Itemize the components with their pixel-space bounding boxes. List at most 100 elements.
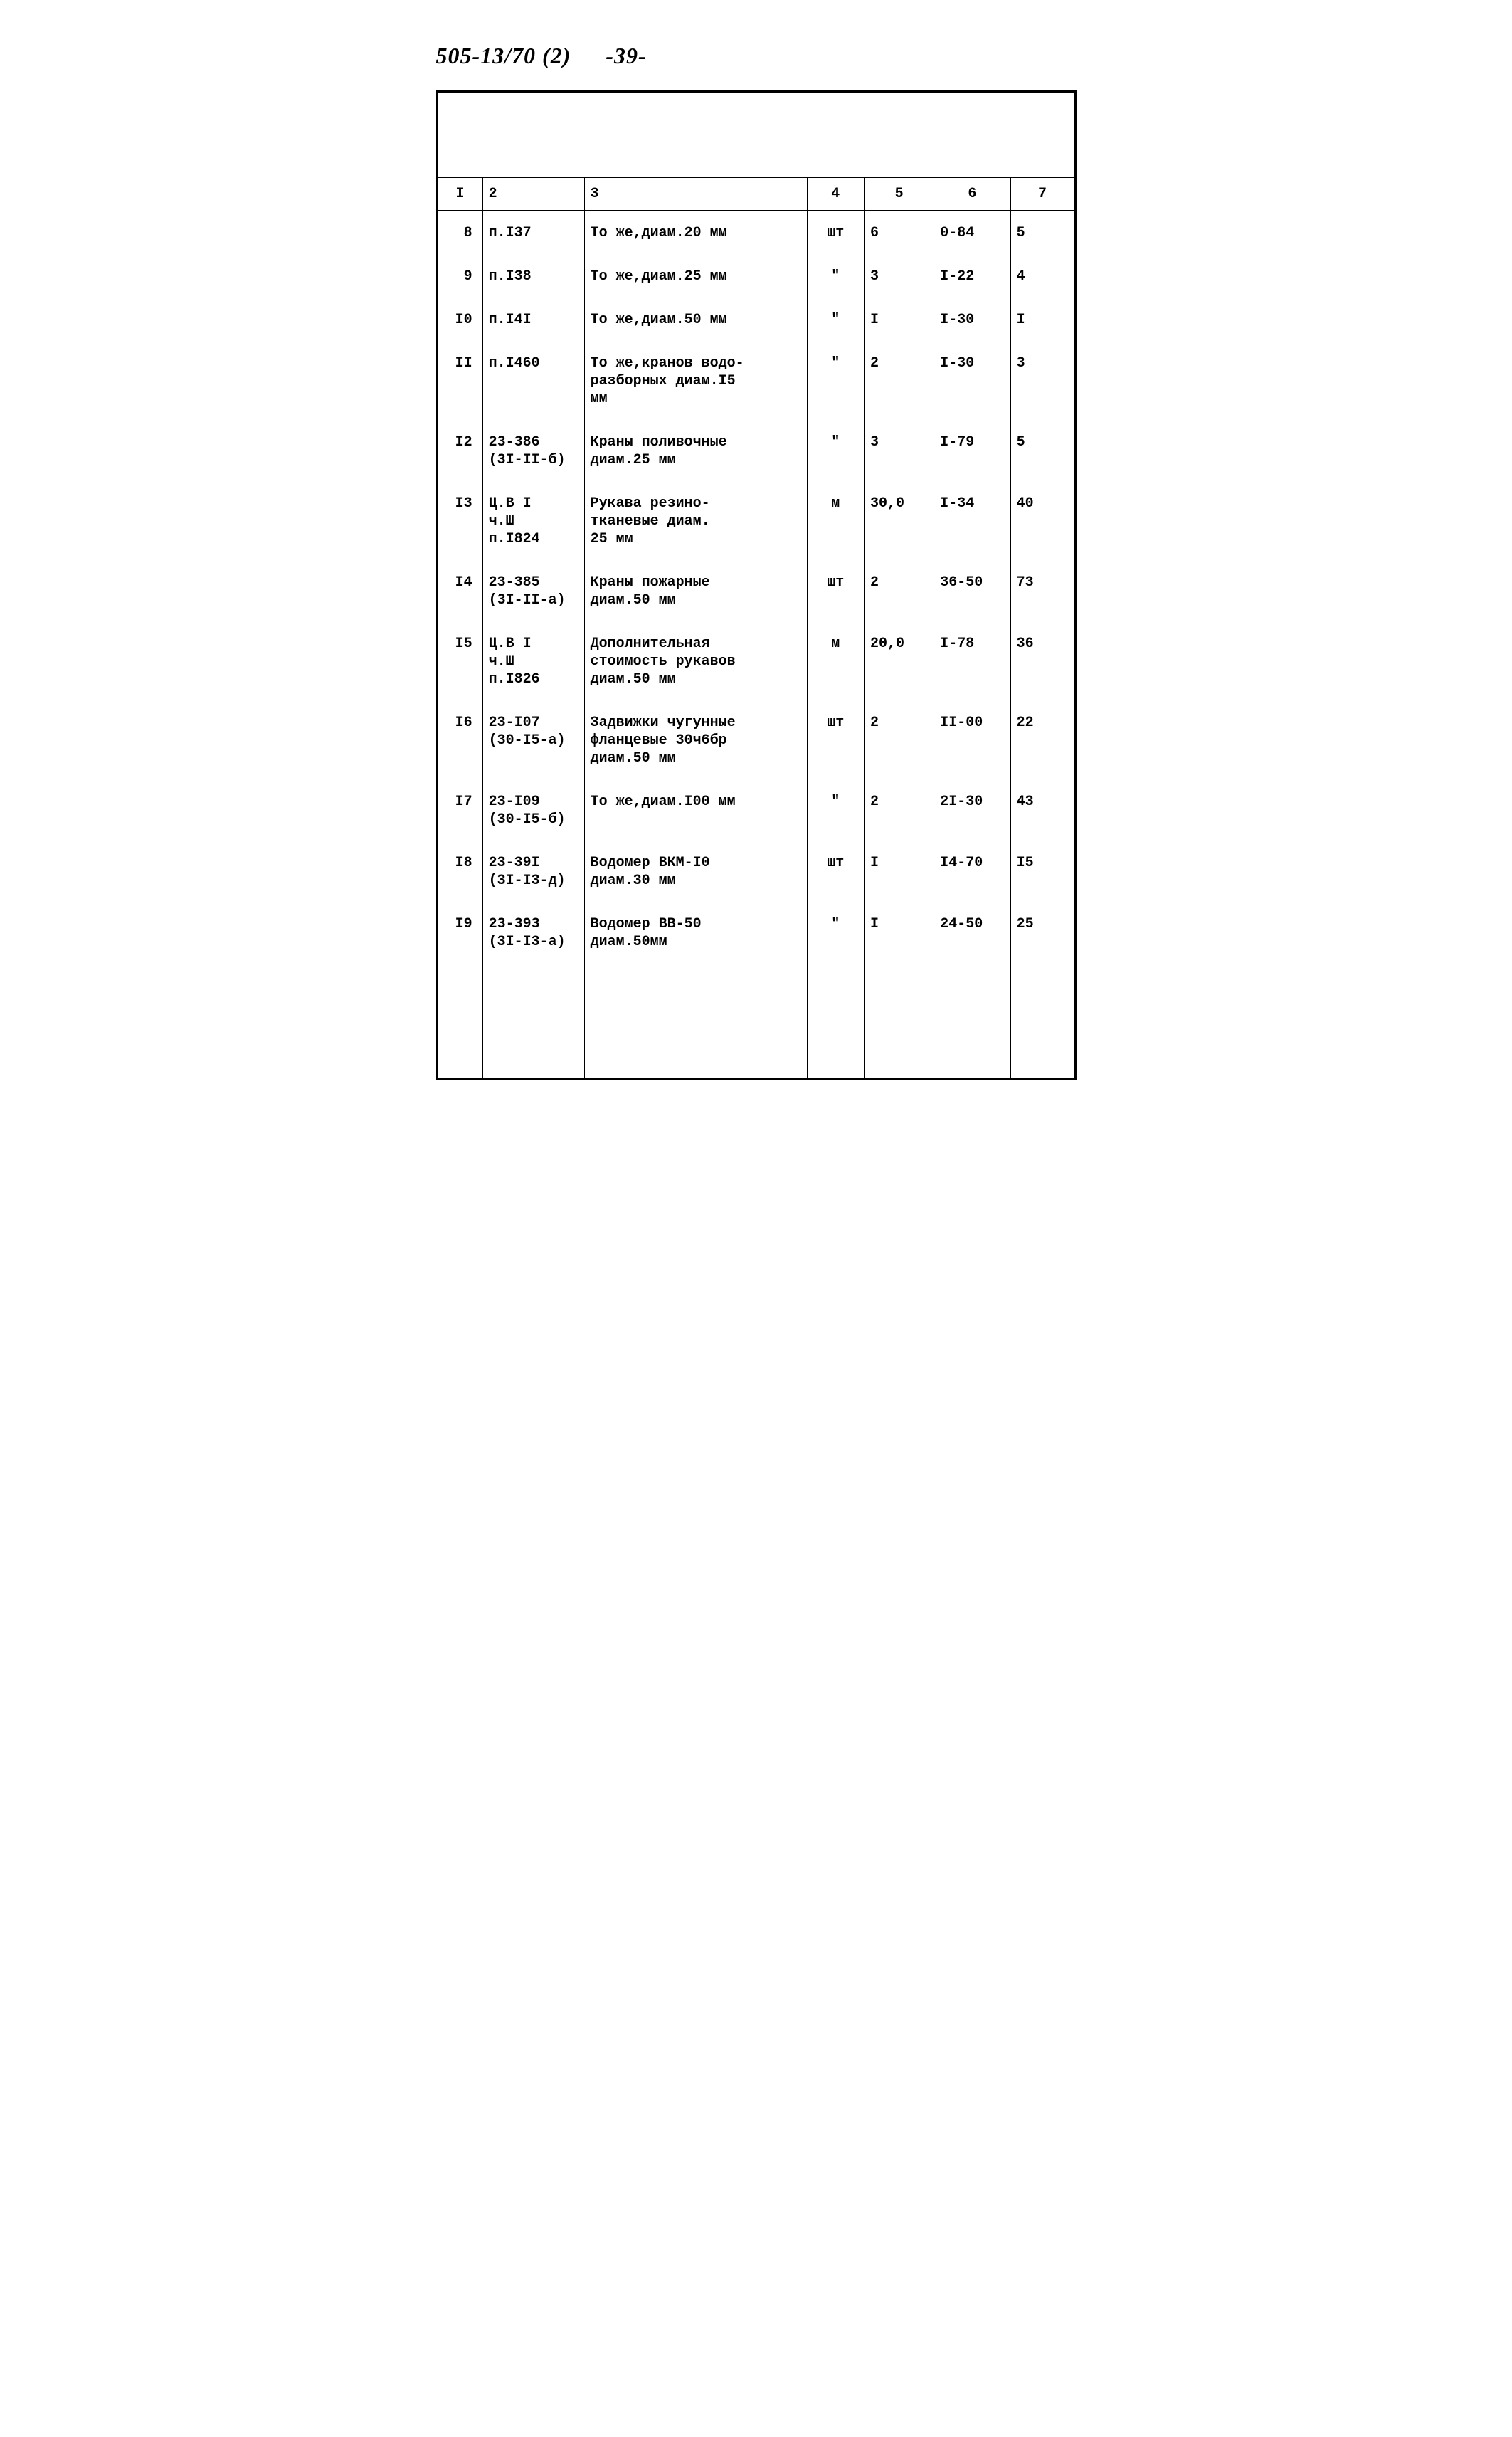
- doc-ref-handwritten: 505-13/70 (2): [436, 43, 571, 69]
- table-row-spacer: [438, 964, 1074, 1078]
- cell-unit: м: [807, 622, 864, 701]
- cell-price: I-30: [934, 298, 1010, 342]
- cell-unit: шт: [807, 561, 864, 622]
- cell-sum: 43: [1010, 780, 1074, 841]
- table-row: I6 23-I07 (30-I5-а) Задвижки чугунные фл…: [438, 701, 1074, 780]
- spacer-cell: [807, 964, 864, 1078]
- cell-qty: 2: [864, 701, 934, 780]
- table-row: I7 23-I09 (30-I5-б) То же,диам.I00 мм " …: [438, 780, 1074, 841]
- cell-n: I0: [438, 298, 483, 342]
- cell-n: I6: [438, 701, 483, 780]
- cell-qty: 2: [864, 342, 934, 421]
- cell-price: I-34: [934, 482, 1010, 561]
- cell-desc: Рукава резино- тканевые диам. 25 мм: [584, 482, 807, 561]
- cell-code: 23-I09 (30-I5-б): [482, 780, 584, 841]
- cell-sum: 73: [1010, 561, 1074, 622]
- cell-qty: I: [864, 841, 934, 902]
- cell-sum: I: [1010, 298, 1074, 342]
- table-row: I5 Ц.В I ч.Ш п.I826 Дополнительная стоим…: [438, 622, 1074, 701]
- cell-unit: ": [807, 255, 864, 298]
- col-header-1: I: [438, 178, 483, 211]
- spec-table: I 2 3 4 5 6 7 8 п.I37 То же,диам.20 мм ш…: [438, 178, 1074, 1078]
- col-header-6: 6: [934, 178, 1010, 211]
- cell-unit: шт: [807, 211, 864, 255]
- spacer-cell: [864, 964, 934, 1078]
- cell-code: п.I37: [482, 211, 584, 255]
- cell-sum: 4: [1010, 255, 1074, 298]
- cell-sum: 3: [1010, 342, 1074, 421]
- cell-price: I-78: [934, 622, 1010, 701]
- cell-code: 23-39I (3I-I3-д): [482, 841, 584, 902]
- cell-n: I8: [438, 841, 483, 902]
- cell-n: I7: [438, 780, 483, 841]
- cell-desc: Водомер ВВ-50 диам.50мм: [584, 902, 807, 964]
- cell-code: 23-386 (3I-II-б): [482, 421, 584, 482]
- table-row: 8 п.I37 То же,диам.20 мм шт 6 0-84 5: [438, 211, 1074, 255]
- cell-qty: 3: [864, 255, 934, 298]
- cell-n: I3: [438, 482, 483, 561]
- cell-code: Ц.В I ч.Ш п.I826: [482, 622, 584, 701]
- cell-qty: 2: [864, 561, 934, 622]
- table-frame: I 2 3 4 5 6 7 8 п.I37 То же,диам.20 мм ш…: [436, 90, 1077, 1080]
- col-header-7: 7: [1010, 178, 1074, 211]
- col-header-2: 2: [482, 178, 584, 211]
- cell-price: 24-50: [934, 902, 1010, 964]
- cell-n: 8: [438, 211, 483, 255]
- table-row: I2 23-386 (3I-II-б) Краны поливочные диа…: [438, 421, 1074, 482]
- cell-code: 23-393 (3I-I3-а): [482, 902, 584, 964]
- cell-n: I9: [438, 902, 483, 964]
- cell-price: 36-50: [934, 561, 1010, 622]
- cell-n: I5: [438, 622, 483, 701]
- cell-desc: Краны поливочные диам.25 мм: [584, 421, 807, 482]
- table-row: II п.I460 То же,кранов водо- разборных д…: [438, 342, 1074, 421]
- cell-code: п.I38: [482, 255, 584, 298]
- table-row: 9 п.I38 То же,диам.25 мм " 3 I-22 4: [438, 255, 1074, 298]
- page: 505-13/70 (2) -39- I 2 3 4 5 6 7: [436, 43, 1077, 1080]
- cell-qty: 6: [864, 211, 934, 255]
- spacer-cell: [584, 964, 807, 1078]
- cell-desc: То же,кранов водо- разборных диам.I5 мм: [584, 342, 807, 421]
- handwritten-header: 505-13/70 (2) -39-: [436, 43, 1077, 69]
- cell-sum: 36: [1010, 622, 1074, 701]
- col-header-4: 4: [807, 178, 864, 211]
- cell-n: I2: [438, 421, 483, 482]
- cell-desc: Водомер ВКМ-I0 диам.30 мм: [584, 841, 807, 902]
- cell-unit: м: [807, 482, 864, 561]
- cell-sum: I5: [1010, 841, 1074, 902]
- cell-desc: То же,диам.20 мм: [584, 211, 807, 255]
- cell-n: I4: [438, 561, 483, 622]
- cell-desc: Задвижки чугунные фланцевые 30ч6бр диам.…: [584, 701, 807, 780]
- table-row: I9 23-393 (3I-I3-а) Водомер ВВ-50 диам.5…: [438, 902, 1074, 964]
- cell-unit: ": [807, 421, 864, 482]
- cell-desc: То же,диам.I00 мм: [584, 780, 807, 841]
- cell-unit: ": [807, 902, 864, 964]
- col-header-5: 5: [864, 178, 934, 211]
- cell-price: II-00: [934, 701, 1010, 780]
- cell-sum: 22: [1010, 701, 1074, 780]
- cell-code: п.I4I: [482, 298, 584, 342]
- cell-sum: 25: [1010, 902, 1074, 964]
- cell-price: 2I-30: [934, 780, 1010, 841]
- cell-n: 9: [438, 255, 483, 298]
- table-body: 8 п.I37 То же,диам.20 мм шт 6 0-84 5 9 п…: [438, 211, 1074, 1078]
- cell-code: п.I460: [482, 342, 584, 421]
- cell-qty: 30,0: [864, 482, 934, 561]
- cell-price: I-30: [934, 342, 1010, 421]
- cell-unit: шт: [807, 841, 864, 902]
- cell-code: 23-I07 (30-I5-а): [482, 701, 584, 780]
- cell-price: I-79: [934, 421, 1010, 482]
- cell-sum: 5: [1010, 211, 1074, 255]
- cell-unit: ": [807, 342, 864, 421]
- table-blank-header: [438, 93, 1074, 178]
- cell-qty: 3: [864, 421, 934, 482]
- cell-desc: Дополнительная стоимость рукавов диам.50…: [584, 622, 807, 701]
- cell-sum: 40: [1010, 482, 1074, 561]
- spacer-cell: [482, 964, 584, 1078]
- cell-unit: ": [807, 780, 864, 841]
- cell-code: 23-385 (3I-II-а): [482, 561, 584, 622]
- spacer-cell: [934, 964, 1010, 1078]
- table-row: I0 п.I4I То же,диам.50 мм " I I-30 I: [438, 298, 1074, 342]
- cell-sum: 5: [1010, 421, 1074, 482]
- spacer-cell: [1010, 964, 1074, 1078]
- cell-desc: Краны пожарные диам.50 мм: [584, 561, 807, 622]
